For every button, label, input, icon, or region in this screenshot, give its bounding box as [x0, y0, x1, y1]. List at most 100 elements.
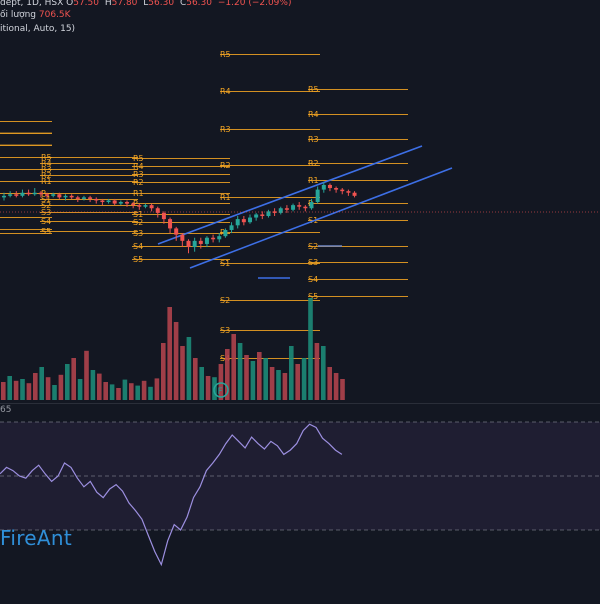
indicator-line: itional, Auto, 15) [0, 24, 76, 34]
pivot-label-r2: R2 [41, 171, 52, 180]
candle-body [284, 208, 289, 210]
volume-bar [90, 370, 96, 400]
pivot-label-r4: R4 [133, 162, 144, 171]
volume-bar [45, 377, 51, 400]
pivot-label-s3: S3 [133, 229, 143, 238]
open-label: O [66, 0, 74, 8]
candle-body [69, 195, 74, 198]
candle-body [217, 236, 222, 240]
low-label: L [143, 0, 149, 8]
volume-legend: ối lượng 706.5K [0, 10, 71, 20]
close-value: 56.30 [186, 0, 212, 8]
pivot-label-r1: R1 [41, 177, 52, 186]
volume-bar [333, 373, 339, 400]
pivot-label-s1: S1 [133, 210, 143, 219]
candle-body [26, 192, 31, 195]
volume-bar [218, 364, 224, 400]
volume-bar [20, 379, 25, 400]
regression-channel [157, 145, 453, 279]
candle-body [112, 200, 117, 204]
volume-bar [180, 346, 185, 400]
candle-body [57, 194, 62, 198]
volume-bar [161, 343, 166, 400]
volume-bar [263, 358, 268, 400]
candle-body [14, 194, 19, 196]
pivot-label-s3: S3 [41, 208, 51, 217]
candle-body [334, 188, 339, 190]
volume-bar [269, 367, 275, 400]
candle-body [106, 200, 111, 203]
pivot-label-r1: R1 [220, 193, 231, 202]
pivot-label-r2: R2 [220, 161, 231, 170]
volume-bar [71, 358, 76, 400]
volume-bar [97, 373, 102, 400]
pivot-label-s3: S3 [308, 258, 318, 267]
candle-body [155, 208, 160, 213]
volume-bar [33, 373, 38, 400]
candle-body [131, 203, 136, 206]
candle-body [291, 205, 296, 210]
candle-body [51, 194, 56, 196]
oscillator-line [0, 423, 343, 567]
candle-body [94, 198, 99, 201]
channel-lower-line [189, 167, 453, 269]
volume-bar [321, 346, 326, 400]
pivot-label-r5: R5 [41, 153, 52, 162]
pivot-label-r3: R3 [220, 125, 231, 134]
candle-body [352, 192, 357, 196]
price-candles [2, 181, 357, 254]
candle-body [229, 225, 234, 230]
oscillator-value: 65 [0, 405, 12, 415]
volume-bar [52, 385, 57, 400]
volume-bar [282, 373, 288, 400]
candle-body [149, 205, 154, 209]
candle-body [266, 211, 271, 217]
candle-body [254, 214, 259, 218]
volume-bar [199, 367, 204, 400]
volume-bar [13, 380, 19, 400]
pivot-label-s1: S1 [220, 259, 230, 268]
volume-bar [237, 343, 243, 400]
volume-bar [26, 383, 32, 400]
candle-body [8, 194, 13, 196]
pivot-label-r4: R4 [41, 159, 52, 168]
pivot-label-s2: S2 [41, 201, 51, 210]
pivot-label-r1: R1 [133, 189, 144, 198]
candle-body [241, 219, 246, 223]
candle-body [303, 206, 308, 209]
pivot-label-p: P [220, 228, 225, 237]
candle-body [327, 184, 332, 189]
candle-body [198, 240, 203, 244]
volume-bar [308, 298, 313, 400]
high-value: 57.80 [111, 0, 138, 8]
volume-bar [7, 376, 12, 400]
candle-body [2, 195, 6, 198]
candle-body [161, 212, 166, 220]
candle-body [20, 192, 25, 196]
f-marker-circle [213, 382, 229, 398]
pivot-label-r4: R4 [220, 87, 231, 96]
candle-body [143, 205, 148, 207]
candle-body [278, 208, 283, 213]
volume-bar [314, 343, 320, 400]
pivot-label-p: P [41, 189, 46, 198]
pivot-label-s2: S2 [308, 242, 318, 251]
candle-body [297, 205, 302, 207]
pivot-label-r2: R2 [133, 178, 144, 187]
candle-body [88, 197, 93, 199]
pivot-label-r2: R2 [308, 159, 319, 168]
volume-bar [244, 355, 249, 400]
volume-bar [84, 350, 89, 400]
pivot-label-s4: S4 [41, 217, 51, 226]
pivot-label-r3: R3 [308, 135, 319, 144]
candle-body [63, 195, 68, 198]
volume-bar [77, 379, 83, 400]
volume-label: ối lượng [0, 10, 36, 20]
volume-bar [135, 385, 140, 400]
candle-body [137, 205, 142, 207]
pivot-label-r3: R3 [133, 170, 144, 179]
high-label: H [104, 0, 112, 8]
volume-bars [1, 298, 345, 400]
